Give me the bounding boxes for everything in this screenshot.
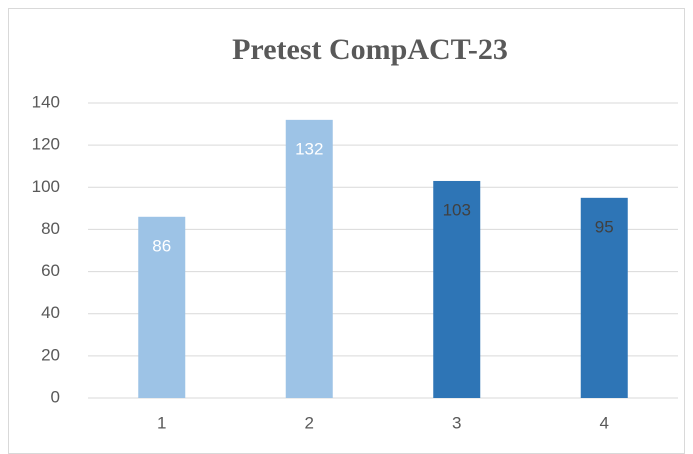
data-label: 86 xyxy=(152,236,171,255)
y-tick-label: 40 xyxy=(41,303,60,322)
bar xyxy=(580,197,628,398)
y-tick-label: 120 xyxy=(32,135,60,154)
x-tick-label: 4 xyxy=(600,413,609,432)
bar xyxy=(433,180,481,398)
x-tick-label: 1 xyxy=(157,413,166,432)
y-tick-label: 140 xyxy=(32,92,60,111)
bar xyxy=(138,216,186,398)
x-tick-label: 3 xyxy=(452,413,461,432)
y-tick-label: 60 xyxy=(41,261,60,280)
x-tick-label: 2 xyxy=(305,413,314,432)
chart-border xyxy=(8,8,685,454)
data-label: 132 xyxy=(295,139,323,158)
y-tick-label: 20 xyxy=(41,345,60,364)
y-tick-label: 0 xyxy=(51,387,60,406)
chart-title: Pretest CompACT-23 xyxy=(232,33,508,66)
bar xyxy=(285,119,333,398)
data-label: 95 xyxy=(595,217,614,236)
data-label: 103 xyxy=(443,200,471,219)
y-tick-label: 80 xyxy=(41,219,60,238)
y-tick-label: 100 xyxy=(32,177,60,196)
